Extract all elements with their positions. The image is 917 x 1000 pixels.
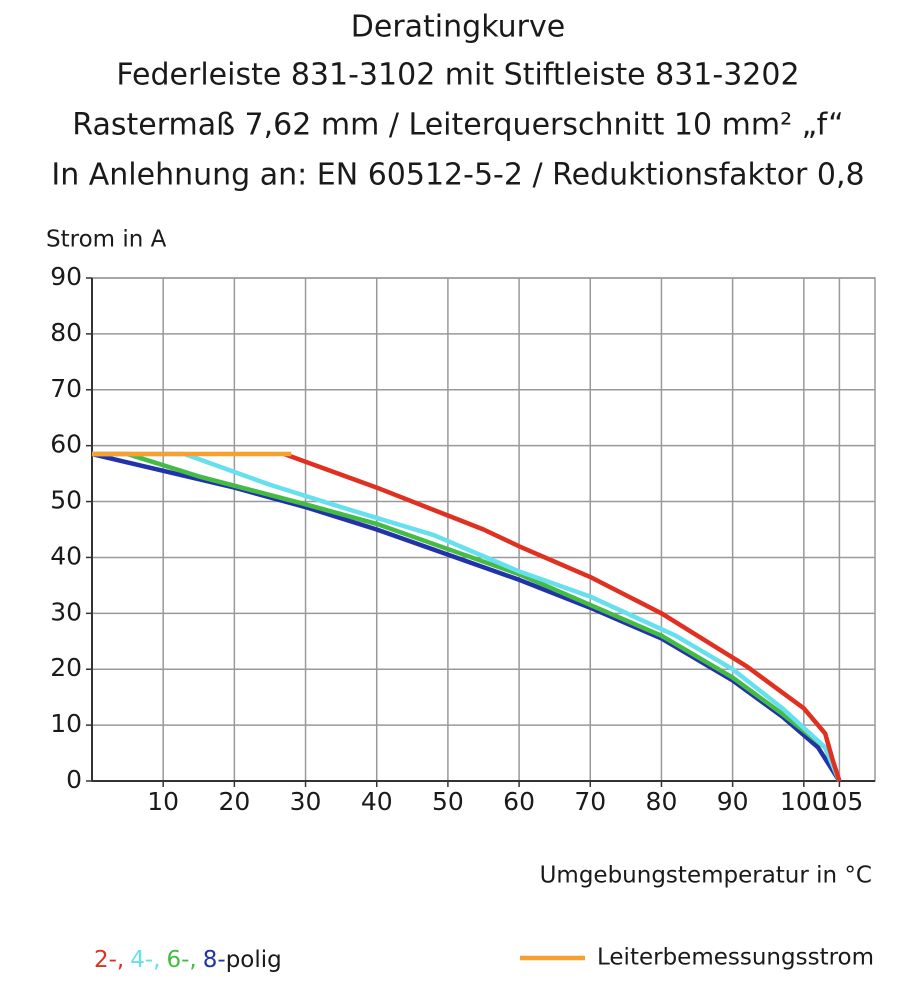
chart-subtitle: Federleiste 831-3102 mit Stiftleiste 831… (116, 58, 799, 93)
legend: 2-, 4-, 6-, 8-polig (94, 947, 282, 973)
x-axis-label: Umgebungstemperatur in °C (540, 863, 872, 889)
x-tick-label: 10 (147, 787, 179, 816)
chart-title: Deratingkurve (351, 10, 565, 45)
y-tick-label: 50 (50, 486, 82, 515)
y-axis-label: Strom in A (46, 227, 167, 253)
legend-label: 8- (203, 947, 226, 973)
x-tick-label: 100 (780, 787, 828, 816)
y-tick-label: 60 (50, 430, 82, 459)
x-tick-label: 50 (432, 787, 464, 816)
chart-subtitle: In Anlehnung an: EN 60512-5-2 / Reduktio… (51, 158, 864, 193)
x-tick-label: 90 (717, 787, 749, 816)
y-tick-label: 70 (50, 374, 82, 403)
legend-label: 2-, (94, 947, 124, 973)
y-tick-label: 30 (50, 597, 82, 626)
y-tick-label: 10 (50, 709, 82, 738)
x-tick-label: 80 (646, 787, 678, 816)
legend-label: 4-, (130, 947, 160, 973)
x-tick-label: 40 (361, 787, 393, 816)
series-line (91, 451, 842, 783)
x-tick-label: 20 (218, 787, 250, 816)
x-tick-label: 60 (503, 787, 535, 816)
legend-label: Leiterbemessungsstrom (597, 945, 874, 971)
legend-label: 6-, (167, 947, 197, 973)
y-tick-label: 90 (50, 262, 82, 291)
y-tick-label: 40 (50, 541, 82, 570)
series-line (92, 451, 842, 782)
series-line (283, 451, 842, 782)
legend-label: polig (226, 947, 282, 973)
x-tick-label: 70 (574, 787, 606, 816)
y-tick-label: 0 (66, 765, 82, 794)
y-tick-label: 20 (50, 653, 82, 682)
x-tick-label: 105 (816, 787, 864, 816)
series-line (92, 451, 842, 782)
y-tick-label: 80 (50, 318, 82, 347)
x-tick-label: 30 (290, 787, 322, 816)
chart-subtitle: Rastermaß 7,62 mm / Leiterquerschnitt 10… (72, 108, 843, 143)
